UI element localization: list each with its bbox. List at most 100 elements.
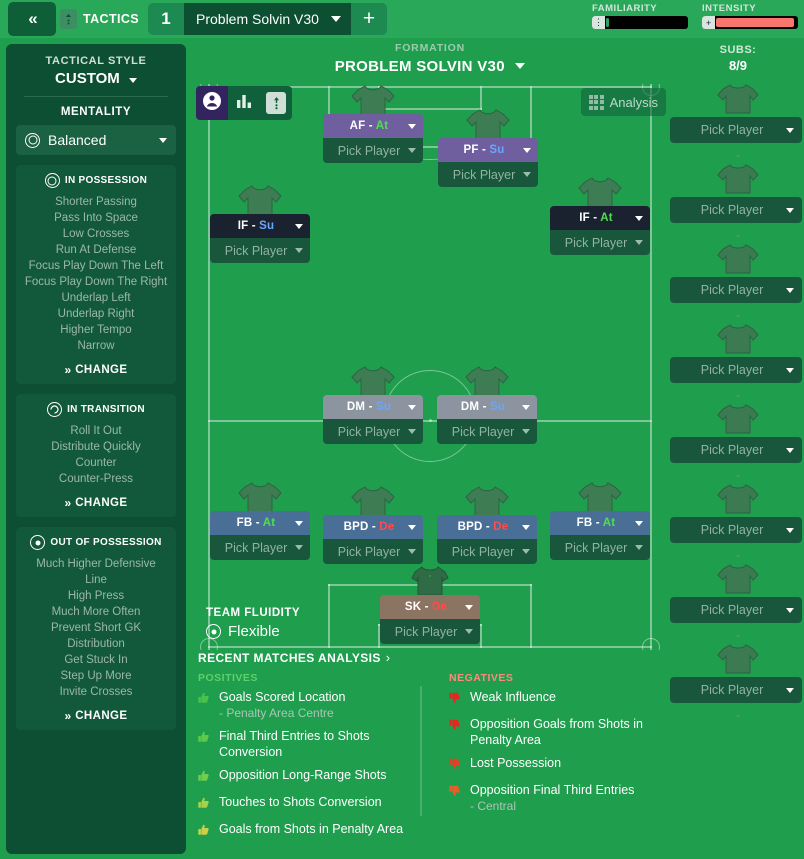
sub-slot: Pick Player - bbox=[670, 561, 802, 642]
player-role-text: DM - Su bbox=[460, 401, 506, 413]
pick-player-dropdown[interactable]: Pick Player bbox=[323, 539, 423, 564]
chevron-down-icon bbox=[465, 604, 473, 610]
pick-player-dropdown[interactable]: Pick Player bbox=[670, 597, 802, 623]
player-role-dropdown[interactable]: BPD - De bbox=[323, 515, 423, 539]
add-tactic-button[interactable]: + bbox=[350, 3, 387, 35]
change-in-possession-button[interactable]: » CHANGE bbox=[22, 363, 170, 377]
pick-player-label: Pick Player bbox=[224, 243, 288, 258]
pick-player-dropdown[interactable]: Pick Player bbox=[437, 419, 537, 444]
tactic-name-dropdown[interactable]: Problem Solvin V30 bbox=[184, 3, 351, 35]
pick-player-label: Pick Player bbox=[452, 167, 516, 182]
instruction-item: Focus Play Down The Right bbox=[24, 276, 168, 288]
pick-player-dropdown[interactable]: Pick Player bbox=[323, 138, 423, 163]
formation-header: FORMATION PROBLEM SOLVIN V30 bbox=[190, 42, 670, 75]
player-role-dropdown[interactable]: IF - At bbox=[550, 206, 650, 230]
sub-separator: - bbox=[736, 388, 740, 402]
pick-player-dropdown[interactable]: Pick Player bbox=[550, 535, 650, 560]
player-role-dropdown[interactable]: AF - At bbox=[323, 114, 423, 138]
pick-player-dropdown[interactable]: Pick Player bbox=[210, 238, 310, 263]
pick-player-dropdown[interactable]: Pick Player bbox=[323, 419, 423, 444]
intensity-knob[interactable]: + bbox=[702, 16, 715, 29]
pick-player-dropdown[interactable]: Pick Player bbox=[380, 619, 480, 644]
tactic-number[interactable]: 1 bbox=[148, 3, 184, 35]
instruction-item: Narrow bbox=[77, 340, 115, 352]
pitch-line-top bbox=[208, 86, 652, 88]
pick-player-dropdown[interactable]: Pick Player bbox=[437, 539, 537, 564]
stats-bar-chart-icon bbox=[236, 94, 252, 113]
instruction-item: Much More Often bbox=[51, 606, 141, 618]
chevron-down-icon bbox=[635, 215, 643, 221]
pitch-corner-arc-br bbox=[642, 638, 660, 650]
pitch[interactable]: Analysis AF - At Pick Player PF - Su Pic… bbox=[190, 84, 670, 650]
thumbs-up-icon bbox=[198, 821, 212, 841]
jersey-icon bbox=[716, 163, 760, 200]
chevron-down-icon bbox=[159, 137, 167, 143]
tactics-nav-group[interactable]: TACTICS bbox=[60, 2, 139, 36]
pick-player-dropdown[interactable]: Pick Player bbox=[670, 357, 802, 383]
instruction-item: Get Stuck In bbox=[64, 654, 128, 666]
change-in-transition-button[interactable]: » CHANGE bbox=[22, 496, 170, 510]
chevron-down-icon bbox=[522, 429, 530, 434]
instruction-item: Pass Into Space bbox=[54, 212, 138, 224]
meters-group: FAMILIARITY ⋮ INTENSITY + bbox=[592, 0, 798, 29]
team-fluidity-label: TEAM FLUIDITY bbox=[206, 607, 301, 619]
jersey-icon bbox=[464, 365, 510, 399]
familiarity-meter: FAMILIARITY ⋮ bbox=[592, 0, 688, 29]
thumbs-down-icon bbox=[449, 782, 463, 814]
instruction-item: Counter-Press bbox=[58, 473, 134, 485]
pick-player-label: Pick Player bbox=[700, 683, 764, 697]
back-button[interactable]: « bbox=[8, 2, 56, 36]
tactical-style-dropdown[interactable]: CUSTOM bbox=[12, 70, 180, 87]
familiarity-knob[interactable]: ⋮ bbox=[592, 16, 605, 29]
chevron-down-icon bbox=[465, 629, 473, 634]
player-role-dropdown[interactable]: IF - Su bbox=[210, 214, 310, 238]
player-role-text: IF - Su bbox=[237, 220, 275, 232]
pick-player-label: Pick Player bbox=[337, 143, 401, 158]
sub-separator: - bbox=[736, 228, 740, 242]
pick-player-dropdown[interactable]: Pick Player bbox=[670, 517, 802, 543]
chevron-right-icon: › bbox=[385, 650, 391, 665]
stats-view-button[interactable] bbox=[228, 86, 260, 120]
player-role-text: DM - Su bbox=[346, 401, 392, 413]
player-role-text: BPD - De bbox=[343, 521, 395, 533]
instruction-item: Underlap Right bbox=[57, 308, 135, 320]
pick-player-dropdown[interactable]: Pick Player bbox=[670, 197, 802, 223]
mentality-dropdown[interactable]: Balanced bbox=[16, 125, 176, 155]
familiarity-label: FAMILIARITY bbox=[592, 3, 658, 14]
pick-player-dropdown[interactable]: Pick Player bbox=[670, 677, 802, 703]
pitch-centre-spot bbox=[429, 419, 432, 422]
player-role-dropdown[interactable]: DM - Su bbox=[323, 395, 423, 419]
phase-instruction-list: Shorter Passing Pass Into Space Low Cros… bbox=[22, 194, 170, 354]
recent-matches-analysis-header[interactable]: RECENT MATCHES ANALYSIS › bbox=[198, 650, 390, 665]
pick-player-dropdown[interactable]: Pick Player bbox=[670, 117, 802, 143]
chevron-down-icon bbox=[408, 404, 416, 410]
chevron-down-icon bbox=[330, 16, 341, 22]
chevron-down-icon bbox=[295, 248, 303, 253]
player-role-dropdown[interactable]: PF - Su bbox=[438, 138, 538, 162]
pick-player-dropdown[interactable]: Pick Player bbox=[550, 230, 650, 255]
pitch-penalty-box-bottom-right bbox=[530, 584, 532, 648]
analysis-button[interactable]: Analysis bbox=[580, 88, 666, 116]
player-role-dropdown[interactable]: FB - At bbox=[550, 511, 650, 535]
jersey-icon bbox=[237, 481, 283, 515]
player-view-button[interactable] bbox=[196, 86, 228, 120]
analysis-item-subtext: - Penalty Area Centre bbox=[219, 706, 334, 720]
player-card-fb-right: FB - At Pick Player bbox=[550, 482, 650, 560]
player-role-dropdown[interactable]: FB - At bbox=[210, 511, 310, 535]
jersey-icon bbox=[465, 108, 511, 142]
formation-name-dropdown[interactable]: PROBLEM SOLVIN V30 bbox=[190, 58, 670, 75]
player-role-dropdown[interactable]: DM - Su bbox=[437, 395, 537, 419]
player-role-text: FB - At bbox=[576, 517, 616, 529]
player-role-dropdown[interactable]: SK - De bbox=[380, 595, 480, 619]
pick-player-dropdown[interactable]: Pick Player bbox=[438, 162, 538, 187]
change-out-of-possession-button[interactable]: » CHANGE bbox=[22, 709, 170, 723]
swap-positions-button[interactable] bbox=[260, 86, 292, 120]
player-card-bpd-left: BPD - De Pick Player bbox=[323, 486, 423, 564]
pick-player-dropdown[interactable]: Pick Player bbox=[210, 535, 310, 560]
pick-player-dropdown[interactable]: Pick Player bbox=[670, 437, 802, 463]
pick-player-dropdown[interactable]: Pick Player bbox=[670, 277, 802, 303]
player-role-dropdown[interactable]: BPD - De bbox=[437, 515, 537, 539]
player-card-if-right: IF - At Pick Player bbox=[550, 177, 650, 255]
chevron-down-icon bbox=[523, 172, 531, 177]
